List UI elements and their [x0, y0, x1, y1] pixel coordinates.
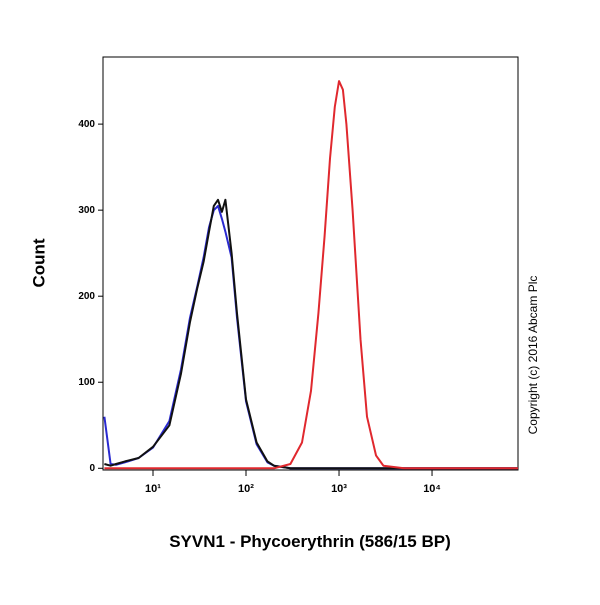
y-tick-label: 100 [78, 377, 95, 388]
y-tick-label: 200 [78, 291, 95, 302]
x-tick-label: 10¹ [145, 483, 161, 495]
series-line [104, 198, 518, 470]
series-line [104, 80, 518, 470]
copyright: Copyright (c) 2016 Abcam Plc [526, 276, 540, 435]
plot-frame [102, 56, 519, 471]
y-tick-label: 400 [78, 119, 95, 130]
x-tick-label: 10² [238, 483, 254, 495]
y-tick-label: 300 [78, 205, 95, 216]
y-tick-label: 0 [89, 463, 95, 474]
x-axis-label: SYVN1 - Phycoerythrin (586/15 BP) [169, 532, 451, 551]
x-tick-label: 10³ [331, 483, 347, 495]
y-axis-label: Count [29, 238, 48, 287]
x-tick-label: 10⁴ [423, 483, 441, 495]
